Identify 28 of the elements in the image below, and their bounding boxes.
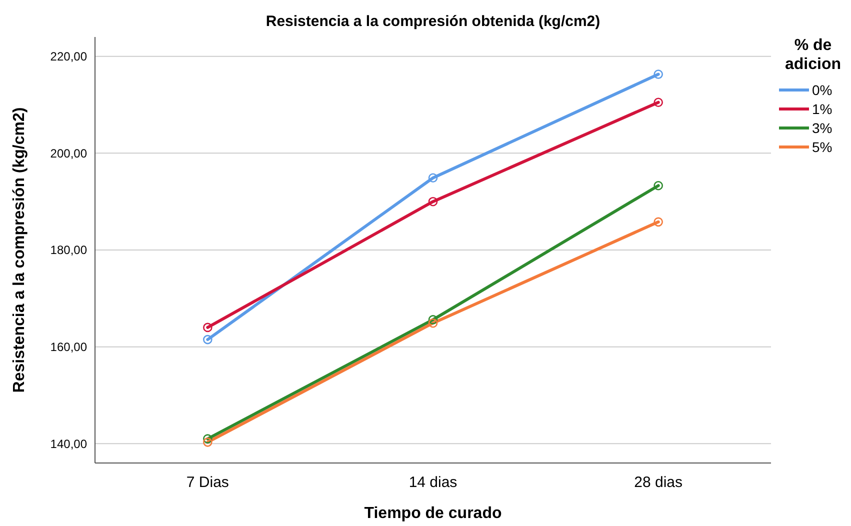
y-axis-title: Resistencia a la compresión (kg/cm2) (11, 107, 28, 393)
point (654, 70, 663, 79)
legend-label: 0% (812, 82, 832, 98)
x-tick-label: 7 Dias (186, 474, 229, 491)
point (428, 315, 438, 324)
legend-label: 1% (812, 100, 832, 117)
point (203, 334, 212, 344)
x-tick-label: 28 dias (634, 474, 683, 491)
point (654, 180, 663, 190)
legend-label: 5% (812, 138, 832, 155)
point (428, 196, 438, 206)
y-tick-label: 200,00 (50, 146, 88, 160)
point (203, 322, 212, 332)
y-tick-label: 160,00 (50, 340, 88, 354)
point (428, 318, 438, 328)
point (203, 434, 212, 444)
legend-label: 3% (812, 120, 832, 136)
x-axis-title: Tiempo de curado (364, 505, 502, 522)
chart-title: Resistencia a la compresión obtenida (kg/cm2) (266, 13, 600, 30)
x-tick-label: 14 dias (408, 474, 458, 491)
point (654, 98, 663, 107)
point (428, 173, 438, 183)
point (654, 217, 663, 227)
y-tick-label: 140,00 (50, 436, 88, 451)
legend-title: % de adicion (784, 37, 842, 73)
y-tick-label: 180,00 (50, 243, 88, 258)
point (203, 438, 212, 447)
y-tick-label: 220,00 (50, 50, 88, 64)
